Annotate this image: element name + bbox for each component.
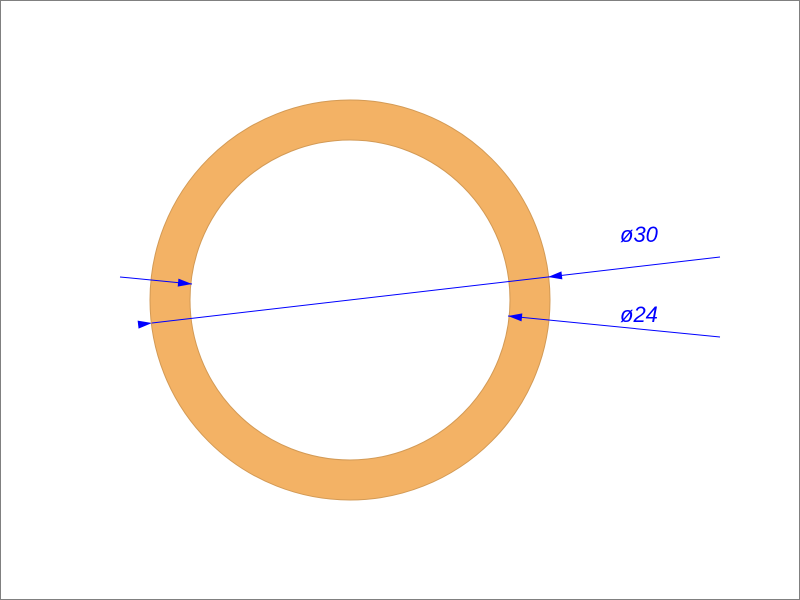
dimension-outer-label: ø30	[620, 222, 658, 248]
drawing-canvas: ø30 ø24	[0, 0, 800, 600]
dimension-inner-label: ø24	[620, 302, 658, 328]
geometry-svg	[0, 0, 800, 600]
